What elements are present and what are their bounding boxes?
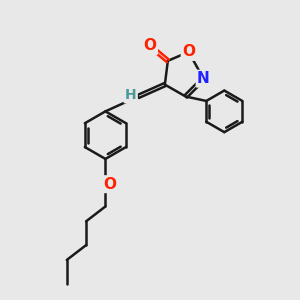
Text: O: O — [182, 44, 195, 59]
Text: H: H — [125, 88, 136, 102]
Text: O: O — [143, 38, 157, 53]
Text: O: O — [103, 177, 116, 192]
Text: N: N — [197, 71, 210, 86]
